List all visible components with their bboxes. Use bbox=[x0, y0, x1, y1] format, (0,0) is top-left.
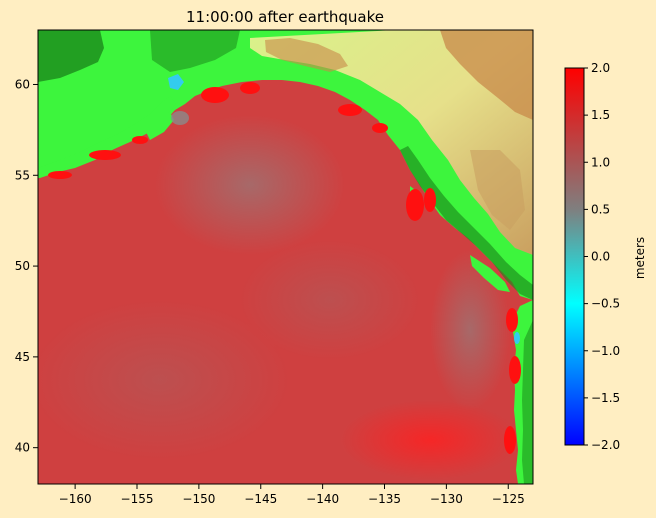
cook-inlet bbox=[168, 74, 184, 90]
calm-region-mid bbox=[240, 240, 420, 360]
x-tick-label: −155 bbox=[121, 492, 154, 506]
colorbar-tick-label: −1.0 bbox=[591, 344, 620, 358]
calm-region-east bbox=[430, 250, 510, 410]
colorbar-tick-label: 2.0 bbox=[591, 61, 610, 75]
x-axis: −160 −155 −150 −145 −140 −135 −130 −125 bbox=[59, 484, 525, 506]
y-tick-label: 45 bbox=[15, 350, 30, 364]
x-tick-label: −160 bbox=[59, 492, 92, 506]
map-title: 11:00:00 after earthquake bbox=[186, 8, 384, 26]
vancouver-island bbox=[470, 255, 510, 292]
kodiak-island bbox=[145, 112, 174, 140]
calm-spot-kodiak bbox=[171, 111, 189, 125]
x-tick-label: −135 bbox=[368, 492, 401, 506]
land-pnw-forest bbox=[522, 320, 533, 484]
y-tick-label: 55 bbox=[15, 168, 30, 182]
calm-region-central bbox=[155, 115, 345, 255]
hot-region-south bbox=[340, 400, 520, 480]
tsunami-map bbox=[38, 30, 533, 484]
land-forest-north bbox=[150, 30, 240, 72]
land-mountains-2 bbox=[265, 38, 348, 72]
y-tick-label: 50 bbox=[15, 259, 30, 273]
colorbar-ticks: 2.0 1.5 1.0 0.5 0.0 −0.5 −1.0 −1.5 −2.0 bbox=[584, 61, 620, 452]
land-mountains-3 bbox=[470, 150, 525, 230]
coastal-amplification bbox=[48, 82, 521, 454]
colorbar-tick-label: 0.5 bbox=[591, 202, 610, 216]
x-tick-label: −130 bbox=[430, 492, 463, 506]
alaska-peninsula bbox=[38, 96, 176, 178]
land-forest-northwest bbox=[38, 30, 104, 82]
y-tick-label: 60 bbox=[15, 77, 30, 91]
colorbar-label: meters bbox=[633, 237, 647, 279]
map-frame bbox=[37, 29, 534, 485]
colorbar-tick-label: −0.5 bbox=[591, 297, 620, 311]
y-tick-label: 40 bbox=[15, 441, 30, 455]
land-highlands bbox=[250, 30, 533, 255]
y-axis: 40 45 50 55 60 bbox=[15, 77, 38, 455]
x-tick-label: −145 bbox=[244, 492, 277, 506]
land-coastal-forest bbox=[400, 146, 533, 300]
negative-spot-coast bbox=[514, 332, 520, 344]
land-mountains bbox=[440, 30, 533, 120]
colorbar-tick-label: 1.5 bbox=[591, 108, 610, 122]
x-tick-label: −125 bbox=[492, 492, 525, 506]
colorbar-tick-label: 1.0 bbox=[591, 155, 610, 169]
colorbar-tick-label: −1.5 bbox=[591, 391, 620, 405]
colorbar bbox=[564, 67, 585, 446]
x-tick-label: −150 bbox=[182, 492, 215, 506]
colorbar-tick-label: −2.0 bbox=[591, 438, 620, 452]
x-tick-label: −140 bbox=[306, 492, 339, 506]
calm-region-southwest bbox=[38, 300, 290, 460]
colorbar-tick-label: 0.0 bbox=[591, 250, 610, 264]
